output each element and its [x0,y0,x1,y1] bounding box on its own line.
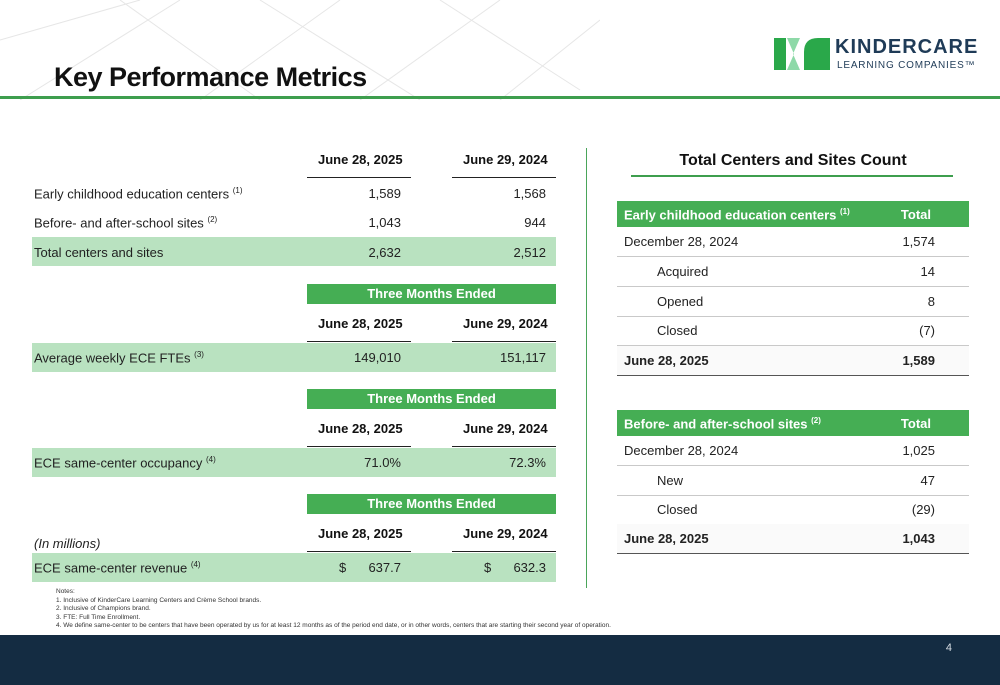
col-header-2025: June 28, 2025 [318,421,403,436]
bas-header-total: Total [900,416,931,431]
ece-header-label: Early childhood education centers (1) [624,207,850,223]
value-total-2025: 2,632 [368,245,401,260]
ece-table-header: Early childhood education centers (1) To… [617,201,969,227]
three-months-ended-band: Three Months Ended [307,494,556,514]
logo-subtitle: LEARNING COMPANIES™ [837,60,976,71]
value-occupancy-2024: 72.3% [509,455,546,470]
ece-row: Closed (7) [617,316,969,346]
header-rule [452,551,556,552]
title-divider [0,96,1000,99]
note-item: 1. Inclusive of KinderCare Learning Cent… [56,596,262,604]
value-revenue-2024: 632.3 [513,560,546,575]
occupancy-row-band [32,448,556,477]
ece-total-row: June 28, 2025 1,589 [617,346,969,376]
ece-row: Opened 8 [617,287,969,317]
col-header-2024: June 29, 2024 [463,526,548,541]
header-rule [307,177,411,178]
row-label-bas-sites: Before- and after-school sites (2) [34,215,218,231]
note-item: 3. FTE: Full Time Enrollment. [56,613,141,621]
value-fte-2025: 149,010 [354,350,401,365]
note-item: 2. Inclusive of Champions brand. [56,605,151,612]
fte-row-band [32,343,556,372]
background-decoration [0,0,600,100]
col-header-2024: June 29, 2024 [463,316,548,331]
header-rule [452,177,556,178]
note-item: 4. We define same-center to be centers t… [56,622,611,629]
col-header-2025: June 28, 2025 [318,152,403,167]
value-total-2024: 2,512 [513,245,546,260]
col-header-2024: June 29, 2024 [463,152,548,167]
three-months-ended-band: Three Months Ended [307,284,556,304]
kindercare-logo-mark [774,38,830,70]
bas-row: December 28, 2024 1,025 [617,436,969,466]
value-bas-sites-2025: 1,043 [368,215,401,230]
footer-bar [0,635,1000,685]
bas-total-row: June 28, 2025 1,043 [617,524,969,554]
ece-row: Acquired 14 [617,257,969,287]
value-ece-centers-2025: 1,589 [368,186,401,201]
value-occupancy-2025: 71.0% [364,455,401,470]
bas-row: New 47 [617,466,969,496]
value-bas-sites-2024: 944 [524,215,546,230]
centers-count-title: Total Centers and Sites Count [679,152,907,169]
three-months-ended-band: Three Months Ended [307,389,556,409]
header-rule [307,341,411,342]
column-separator [586,148,587,588]
bas-row: Closed (29) [617,495,969,525]
header-rule [452,446,556,447]
header-rule [307,446,411,447]
row-label-revenue: ECE same-center revenue (4) [34,560,201,576]
col-header-2025: June 28, 2025 [318,316,403,331]
revenue-row-band [32,553,556,582]
row-label-occupancy: ECE same-center occupancy (4) [34,455,216,471]
total-row-band [32,237,556,266]
header-rule [307,551,411,552]
page-title: Key Performance Metrics [54,62,367,92]
footnotes: Notes: 1. Inclusive of KinderCare Learni… [56,588,611,631]
bas-table-header: Before- and after-school sites (2) Total [617,410,969,436]
col-header-2025: June 28, 2025 [318,526,403,541]
row-label-fte: Average weekly ECE FTEs (3) [34,350,204,366]
notes-heading: Notes: [56,588,75,595]
page-number: 4 [945,642,952,654]
row-label-ece-centers: Early childhood education centers (1) [34,186,243,202]
bas-header-label: Before- and after-school sites (2) [624,416,821,432]
col-header-2024: June 29, 2024 [463,421,548,436]
currency-symbol: $ [484,560,492,575]
row-label-total-centers: Total centers and sites [34,245,164,260]
value-ece-centers-2024: 1,568 [513,186,546,201]
header-rule [452,341,556,342]
in-millions-note: (In millions) [34,536,101,551]
ece-header-total: Total [900,207,931,222]
value-fte-2024: 151,117 [499,350,546,365]
ece-row: December 28, 2024 1,574 [617,227,969,257]
centers-count-title-rule [631,175,953,177]
currency-symbol: $ [339,560,347,575]
value-revenue-2025: 637.7 [368,560,401,575]
logo-wordmark: KINDERCARE [835,36,979,58]
